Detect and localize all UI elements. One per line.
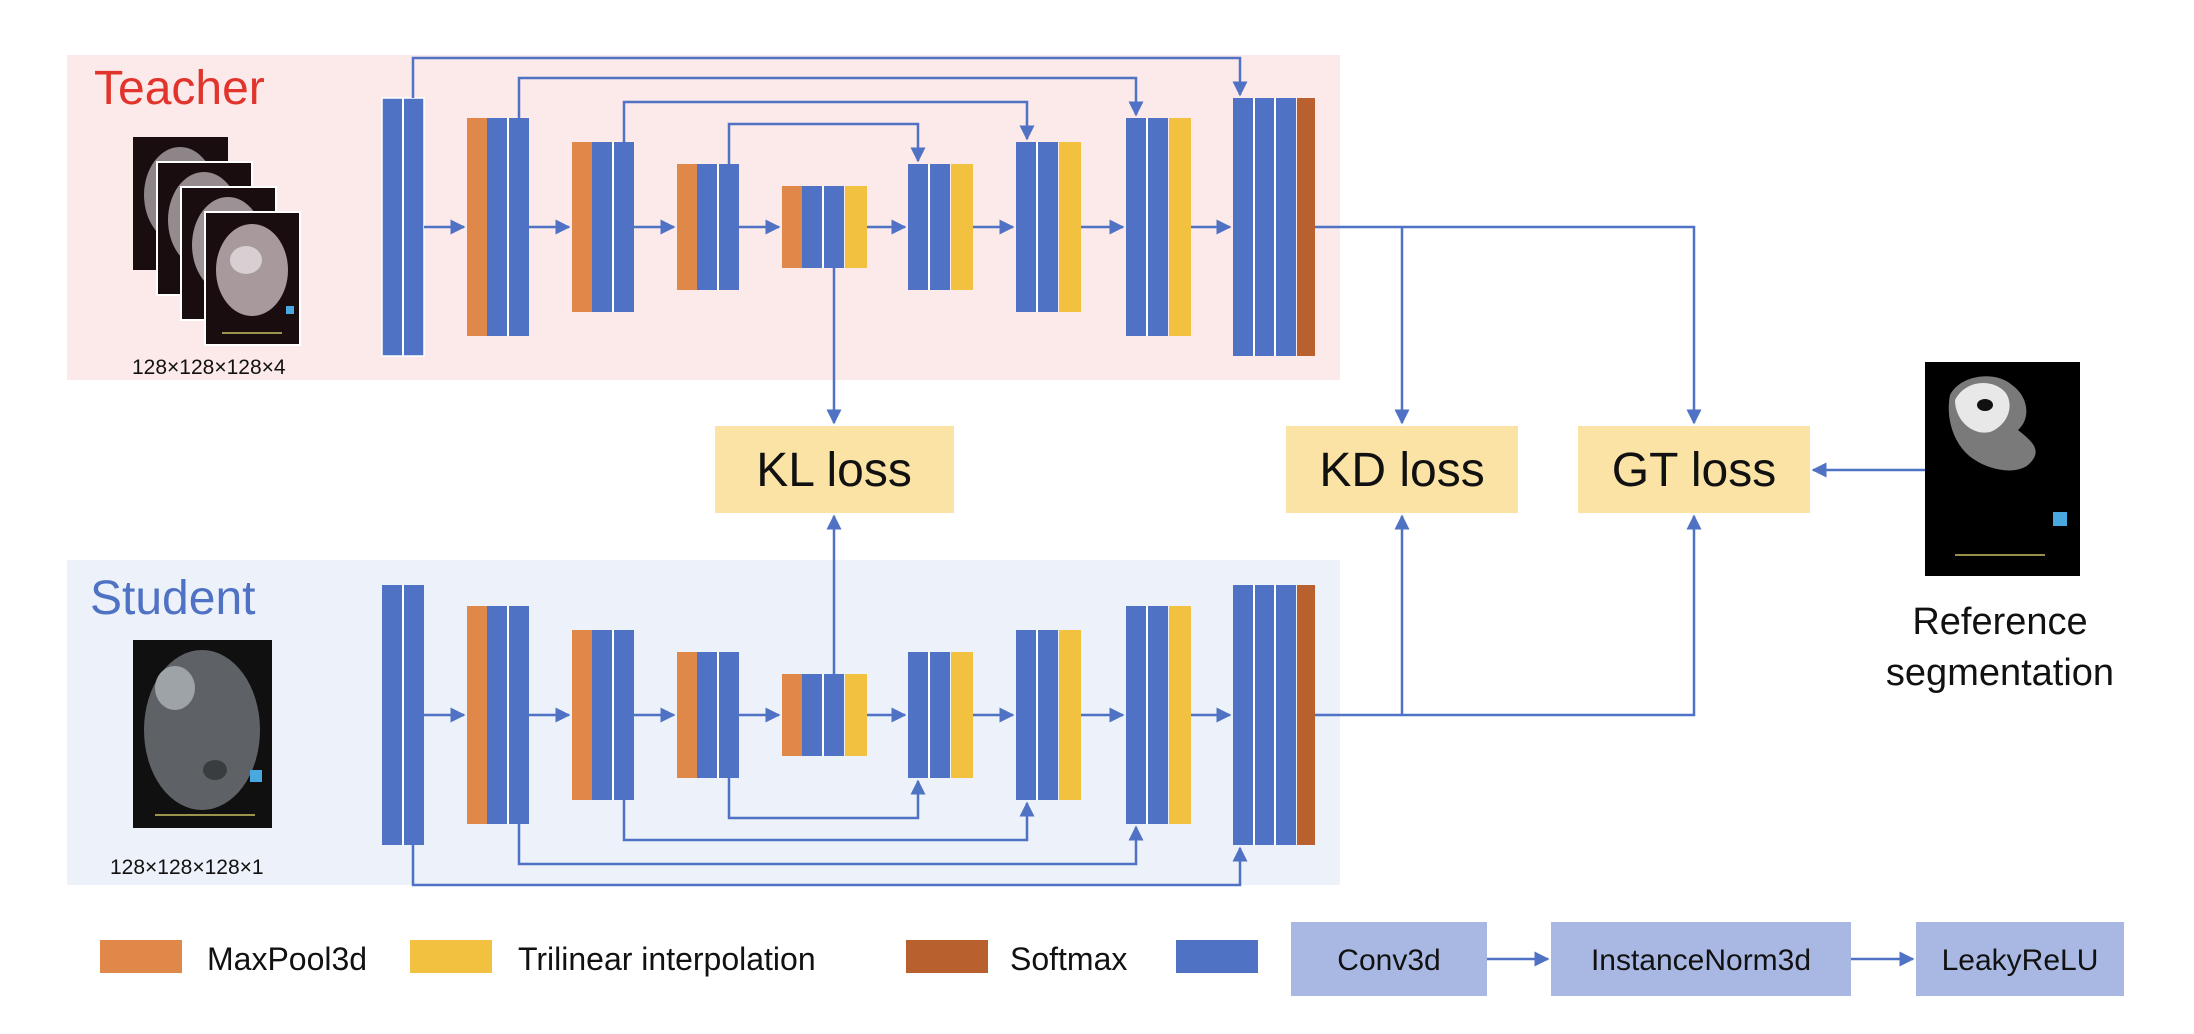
teacher-output-block bbox=[1233, 98, 1296, 356]
legend-maxpool-swatch bbox=[100, 940, 182, 973]
legend-softmax-label: Softmax bbox=[1010, 941, 1127, 977]
legend-maxpool-label: MaxPool3d bbox=[207, 941, 367, 977]
legend-trilinear-swatch bbox=[410, 940, 492, 973]
legend-leakyrelu-box bbox=[1916, 922, 2124, 996]
student-output-block bbox=[1233, 585, 1296, 845]
student-skip-connections bbox=[411, 778, 1248, 887]
legend-trilinear-label: Trilinear interpolation bbox=[518, 941, 816, 977]
teacher-trilinear-3 bbox=[1169, 118, 1191, 336]
student-trilinear-2 bbox=[1059, 630, 1081, 800]
kl-loss-box bbox=[715, 426, 954, 513]
legend-conv3d-box bbox=[1291, 922, 1487, 996]
teacher-trilinear-2 bbox=[1059, 142, 1081, 312]
gt-loss-label: GT loss bbox=[1612, 444, 1776, 497]
legend-conv-block-swatch bbox=[1176, 940, 1258, 973]
teacher-skip-connections bbox=[411, 56, 1248, 164]
legend-conv3d-label: Conv3d bbox=[1337, 944, 1440, 977]
reference-segmentation-image bbox=[1925, 362, 2080, 576]
student-input-mri bbox=[133, 640, 272, 828]
student-input-size: 128×128×128×1 bbox=[110, 856, 264, 879]
gt-loss-box bbox=[1578, 426, 1810, 513]
legend: MaxPool3d Trilinear interpolation Softma… bbox=[100, 922, 2124, 996]
student-label: Student bbox=[90, 572, 255, 625]
teacher-softmax bbox=[1297, 98, 1315, 356]
student-trilinear-bottleneck bbox=[845, 674, 867, 756]
legend-instancenorm-label: InstanceNorm3d bbox=[1591, 944, 1811, 977]
student-trilinear-3 bbox=[1169, 606, 1191, 824]
teacher-input-size: 128×128×128×4 bbox=[132, 356, 286, 379]
student-softmax bbox=[1297, 585, 1315, 845]
kd-loss-label: KD loss bbox=[1319, 444, 1484, 497]
teacher-trilinear-1 bbox=[951, 164, 973, 290]
legend-softmax-swatch bbox=[906, 940, 988, 973]
reference-label-line1: Reference bbox=[1912, 601, 2087, 643]
student-maxpool-2 bbox=[467, 606, 487, 824]
teacher-input-mri-stack bbox=[133, 137, 301, 346]
teacher-label: Teacher bbox=[94, 62, 265, 115]
legend-instancenorm-box bbox=[1551, 922, 1851, 996]
teacher-network bbox=[381, 97, 1315, 357]
student-maxpool-3 bbox=[572, 630, 592, 800]
student-maxpool-4 bbox=[677, 652, 697, 778]
student-maxpool-bottleneck bbox=[782, 674, 802, 756]
student-trilinear-1 bbox=[951, 652, 973, 778]
teacher-maxpool-bottleneck bbox=[782, 186, 802, 268]
legend-leakyrelu-label: LeakyReLU bbox=[1942, 944, 2099, 977]
kl-loss-label: KL loss bbox=[756, 444, 912, 497]
teacher-trilinear-bottleneck bbox=[845, 186, 867, 268]
teacher-maxpool-2 bbox=[467, 118, 487, 336]
teacher-maxpool-3 bbox=[572, 142, 592, 312]
kd-loss-box bbox=[1286, 426, 1518, 513]
loss-arrows bbox=[826, 225, 1925, 717]
reference-label-line2: segmentation bbox=[1886, 652, 2114, 694]
teacher-maxpool-4 bbox=[677, 164, 697, 290]
student-network bbox=[382, 585, 1315, 845]
